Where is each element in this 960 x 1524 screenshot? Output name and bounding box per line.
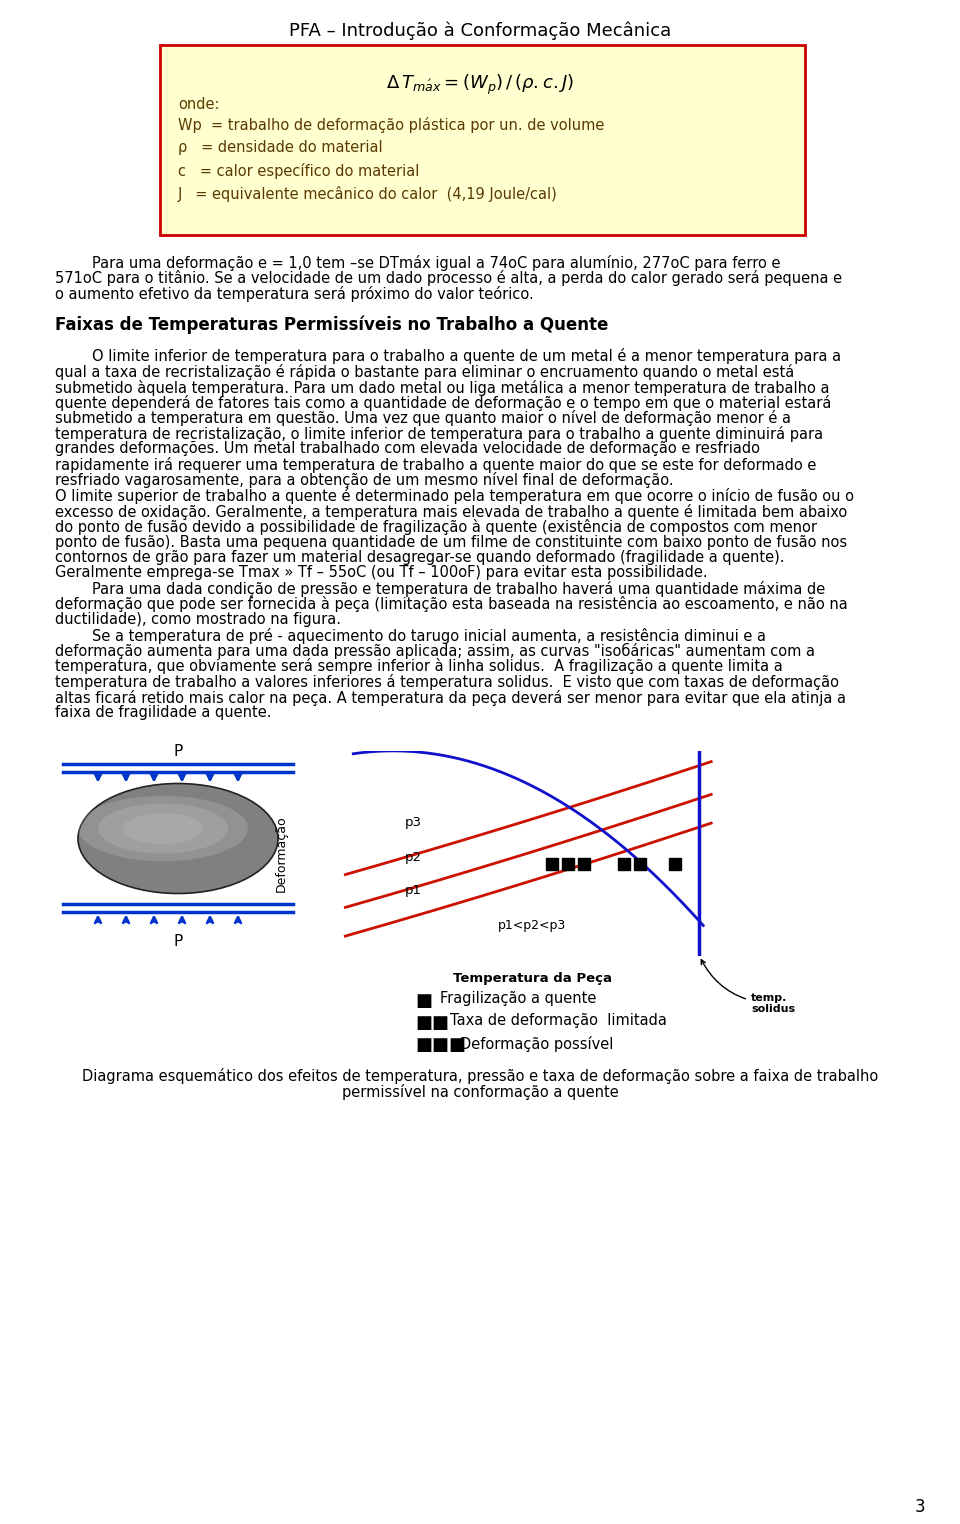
Text: PFA – Introdução à Conformação Mecânica: PFA – Introdução à Conformação Mecânica xyxy=(289,21,671,41)
Text: do ponto de fusão devido a possibilidade de fragilização à quente (existência de: do ponto de fusão devido a possibilidade… xyxy=(55,520,817,535)
Text: permissível na conformação a quente: permissível na conformação a quente xyxy=(342,1084,618,1099)
Text: ponto de fusão). Basta uma pequena quantidade de um filme de constituinte com ba: ponto de fusão). Basta uma pequena quant… xyxy=(55,535,847,550)
Text: Fragilização a quente: Fragilização a quente xyxy=(440,992,596,1006)
Text: p1<p2<p3: p1<p2<p3 xyxy=(498,919,566,931)
Text: ductilidade), como mostrado na figura.: ductilidade), como mostrado na figura. xyxy=(55,613,341,626)
Text: 571oC para o titânio. Se a velocidade de um dado processo é alta, a perda do cal: 571oC para o titânio. Se a velocidade de… xyxy=(55,270,842,287)
Text: c   = calor específico do material: c = calor específico do material xyxy=(178,163,420,178)
Text: quente dependerá de fatores tais como a quantidade de deformação e o tempo em qu: quente dependerá de fatores tais como a … xyxy=(55,395,831,411)
Text: contornos de grão para fazer um material desagregar-se quando deformado (fragili: contornos de grão para fazer um material… xyxy=(55,550,784,565)
Text: Para uma dada condição de pressão e temperatura de trabalho haverá uma quantidad: Para uma dada condição de pressão e temp… xyxy=(55,581,826,597)
Text: deformação aumenta para uma dada pressão aplicada; assim, as curvas "isoбáricas": deformação aumenta para uma dada pressão… xyxy=(55,643,815,660)
Text: P: P xyxy=(174,934,182,948)
Text: Temperatura da Peça: Temperatura da Peça xyxy=(453,972,612,985)
Text: Faixas de Temperaturas Permissíveis no Trabalho a Quente: Faixas de Temperaturas Permissíveis no T… xyxy=(55,315,609,334)
Text: grandes deformações. Um metal trabalhado com elevada velocidade de deformação e : grandes deformações. Um metal trabalhado… xyxy=(55,442,760,457)
Text: p1: p1 xyxy=(405,884,422,896)
Text: temperatura de recristalização, o limite inferior de temperatura para o trabalho: temperatura de recristalização, o limite… xyxy=(55,427,823,442)
Text: Deformação possível: Deformação possível xyxy=(460,1035,613,1052)
Text: ■: ■ xyxy=(415,992,432,1009)
Text: onde:: onde: xyxy=(178,98,220,111)
Text: Wp  = trabalho de deformação plástica por un. de volume: Wp = trabalho de deformação plástica por… xyxy=(178,117,605,133)
Text: altas ficará retido mais calor na peça. A temperatura da peça deverá ser menor p: altas ficará retido mais calor na peça. … xyxy=(55,689,846,706)
Text: qual a taxa de recristalização é rápida o bastante para eliminar o encruamento q: qual a taxa de recristalização é rápida … xyxy=(55,364,794,379)
Text: submetido a temperatura em questão. Uma vez que quanto maior o nível de deformaç: submetido a temperatura em questão. Uma … xyxy=(55,410,791,427)
Text: temp.
solidus: temp. solidus xyxy=(701,960,795,1015)
Text: 3: 3 xyxy=(915,1498,925,1516)
Text: rapidamente irá requerer uma temperatura de trabalho a quente maior do que se es: rapidamente irá requerer uma temperatura… xyxy=(55,457,816,472)
Ellipse shape xyxy=(98,803,228,853)
Text: excesso de oxidação. Geralmente, a temperatura mais elevada de trabalho a quente: excesso de oxidação. Geralmente, a tempe… xyxy=(55,503,848,520)
Ellipse shape xyxy=(78,783,278,893)
Text: o aumento efetivo da temperatura será próximo do valor teórico.: o aumento efetivo da temperatura será pr… xyxy=(55,287,534,302)
Text: Para uma deformação e = 1,0 tem –se DTmáx igual a 74oC para alumínio, 277oC para: Para uma deformação e = 1,0 tem –se DTmá… xyxy=(55,255,780,271)
Text: Diagrama esquemático dos efeitos de temperatura, pressão e taxa de deformação so: Diagrama esquemático dos efeitos de temp… xyxy=(82,1067,878,1084)
Text: ρ   = densidade do material: ρ = densidade do material xyxy=(178,140,383,155)
Ellipse shape xyxy=(78,796,248,861)
Text: O limite inferior de temperatura para o trabalho a quente de um metal é a menor : O limite inferior de temperatura para o … xyxy=(55,349,841,364)
Text: Geralmente emprega-se Tmax » Tf – 55oC (ou Tf – 100oF) para evitar esta possibil: Geralmente emprega-se Tmax » Tf – 55oC (… xyxy=(55,565,708,581)
Text: O limite superior de trabalho a quente é determinado pela temperatura em que oco: O limite superior de trabalho a quente é… xyxy=(55,488,854,504)
Text: ■■■: ■■■ xyxy=(415,1035,466,1053)
Text: ■■: ■■ xyxy=(415,1013,449,1032)
Text: P: P xyxy=(174,744,182,759)
Text: faixa de fragilidade a quente.: faixa de fragilidade a quente. xyxy=(55,706,272,719)
Text: temperatura, que obviamente será sempre inferior à linha solidus.  A fragilizaçã: temperatura, que obviamente será sempre … xyxy=(55,658,782,675)
Text: deformação que pode ser fornecida à peça (limitação esta baseada na resistência : deformação que pode ser fornecida à peça… xyxy=(55,596,848,613)
Text: $\Delta\,T_{m\acute{a}x} = (W_p)\,/\,(\rho.c.J)$: $\Delta\,T_{m\acute{a}x} = (W_p)\,/\,(\r… xyxy=(386,73,574,98)
Text: resfriado vagarosamente, para a obtenção de um mesmo nível final de deformação.: resfriado vagarosamente, para a obtenção… xyxy=(55,472,674,489)
Text: p3: p3 xyxy=(405,817,422,829)
Text: Taxa de deformação  limitada: Taxa de deformação limitada xyxy=(450,1013,667,1029)
Text: J   = equivalente mecânico do calor  (4,19 Joule/cal): J = equivalente mecânico do calor (4,19 … xyxy=(178,186,558,203)
Text: p2: p2 xyxy=(405,850,422,864)
Text: temperatura de trabalho a valores inferiores á temperatura solidus.  E visto que: temperatura de trabalho a valores inferi… xyxy=(55,674,839,690)
Ellipse shape xyxy=(123,814,203,844)
Bar xyxy=(160,46,805,235)
Text: Se a temperatura de pré - aquecimento do tarugo inicial aumenta, a resistência d: Se a temperatura de pré - aquecimento do… xyxy=(55,628,766,643)
Text: submetido àquela temperatura. Para um dado metal ou liga metálica a menor temper: submetido àquela temperatura. Para um da… xyxy=(55,379,829,396)
Text: Deformação: Deformação xyxy=(276,815,288,892)
